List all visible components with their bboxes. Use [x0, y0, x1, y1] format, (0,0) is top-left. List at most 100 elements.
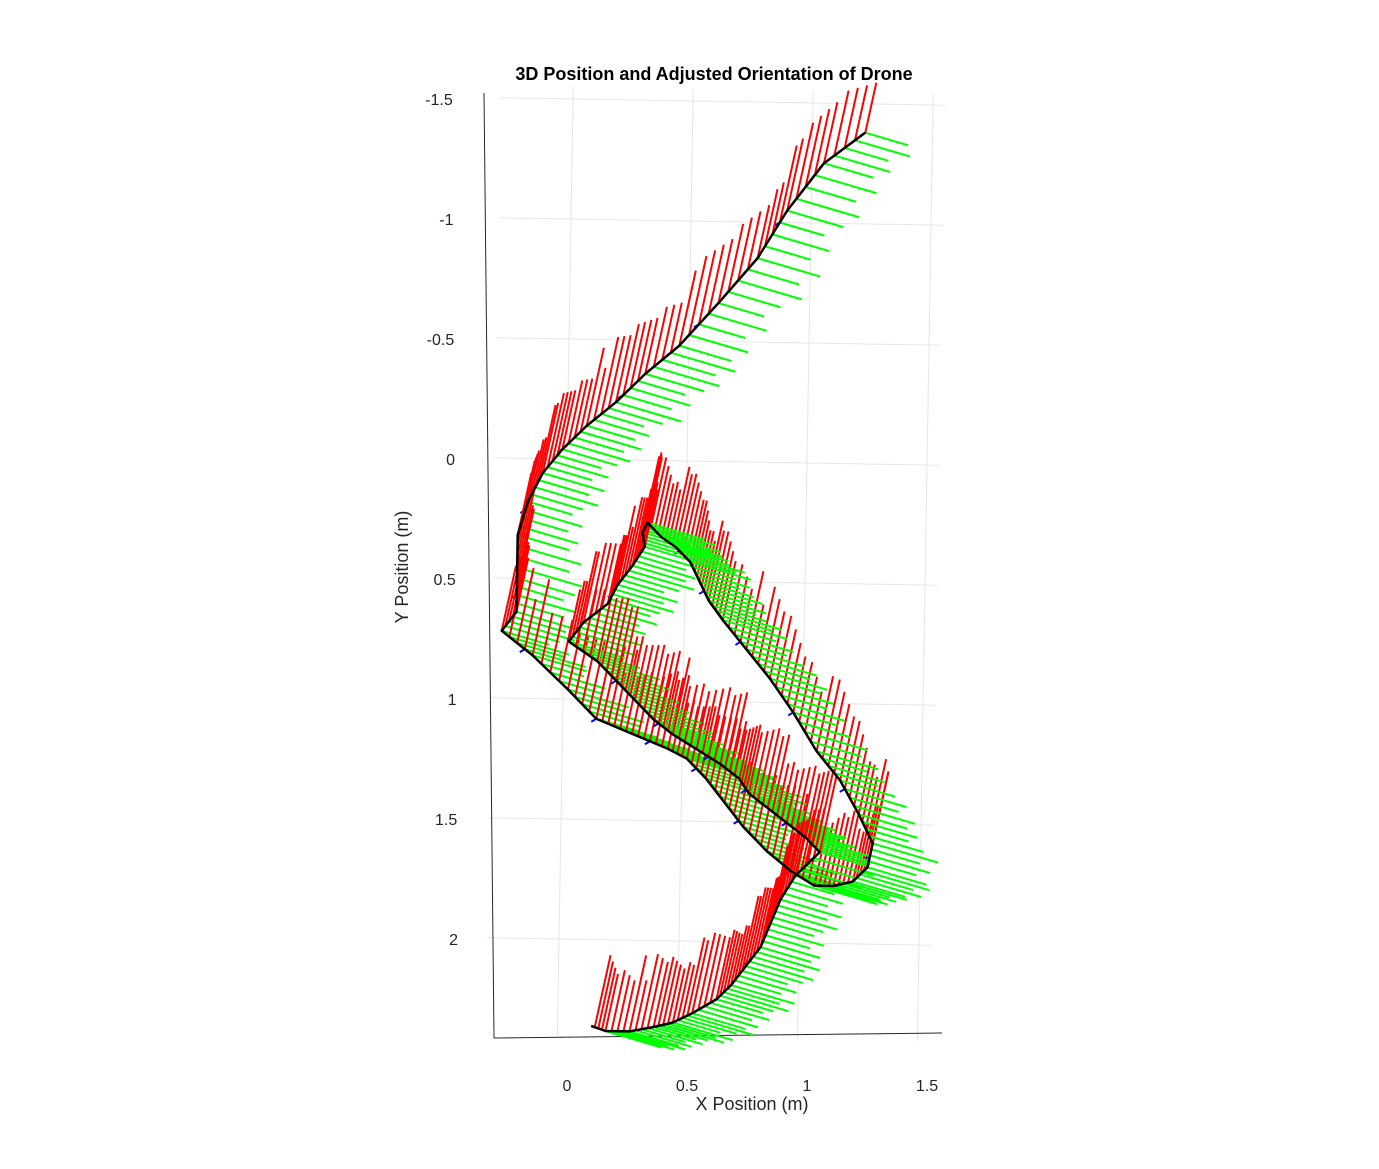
red-vector-197 — [614, 535, 629, 590]
red-vector-118 — [842, 804, 862, 884]
green-vector-135 — [844, 787, 907, 809]
red-vector-138 — [827, 691, 846, 767]
red-vector-33 — [579, 378, 594, 432]
green-vector-131 — [861, 820, 918, 839]
red-vector-13 — [746, 211, 762, 270]
red-vector-42 — [534, 437, 548, 488]
green-vector-160 — [708, 599, 757, 616]
red-vector-15 — [727, 223, 745, 293]
green-vector-89 — [691, 762, 751, 782]
green-vector-287 — [719, 994, 774, 1013]
green-vector-153 — [740, 640, 788, 657]
red-vector-253 — [790, 768, 806, 827]
red-vector-39 — [546, 392, 565, 468]
green-vector-231 — [690, 744, 747, 763]
green-vector-5 — [814, 174, 877, 195]
green-vector-298 — [662, 1023, 725, 1044]
red-vector-246 — [757, 729, 775, 801]
red-vector-10 — [771, 182, 785, 235]
red-vector-236 — [719, 694, 737, 765]
red-vector-165 — [696, 520, 711, 577]
red-vector-199 — [609, 534, 626, 600]
green-vector-269 — [777, 904, 828, 921]
green-vector-234 — [708, 755, 759, 773]
green-vector-282 — [738, 974, 797, 994]
green-vector-263 — [801, 868, 863, 889]
red-vector-177 — [657, 474, 673, 534]
red-vector-277 — [755, 887, 772, 953]
red-vector-273 — [767, 876, 781, 930]
red-vector-143 — [798, 661, 814, 723]
green-vector-143 — [798, 721, 851, 739]
red-vector-29 — [607, 335, 626, 409]
green-vector-225 — [658, 722, 707, 739]
green-vector-296 — [672, 1021, 733, 1042]
trajectory-line — [500, 131, 874, 1033]
green-vector-295 — [677, 1019, 721, 1034]
red-vector-217 — [619, 606, 640, 686]
grid-lines — [486, 86, 946, 1042]
green-vector-155 — [728, 626, 777, 643]
green-vector-148 — [769, 677, 822, 695]
green-vector-99 — [738, 819, 789, 837]
green-vector-256 — [805, 836, 871, 858]
red-vector-5 — [813, 108, 831, 176]
red-vector-192 — [631, 497, 649, 566]
green-vector-279 — [749, 960, 814, 982]
red-vector-276 — [759, 887, 775, 948]
green-vector-124 — [867, 866, 927, 886]
red-vector-297 — [667, 964, 682, 1024]
red-vector-288 — [715, 937, 732, 1000]
red-vector-3 — [833, 90, 850, 156]
green-vector-275 — [762, 940, 821, 959]
green-vector-133 — [853, 804, 916, 825]
green-vector-166 — [694, 570, 751, 589]
red-vector-41 — [538, 404, 557, 481]
green-vector-40 — [542, 472, 605, 493]
red-vector-218 — [624, 636, 639, 691]
green-vector-266 — [787, 886, 844, 905]
red-vector-64 — [531, 579, 551, 656]
green-vector-276 — [760, 946, 812, 963]
red-vector-200 — [606, 543, 622, 604]
red-vector-22 — [661, 304, 676, 360]
red-vector-36 — [561, 390, 577, 450]
green-vector-183 — [643, 528, 691, 545]
red-vector-231 — [689, 683, 706, 746]
red-vector-306 — [616, 974, 631, 1032]
red-vector-68 — [566, 632, 582, 690]
red-vector-238 — [728, 692, 749, 772]
red-vector-140 — [815, 676, 835, 752]
green-vector-36 — [562, 448, 618, 467]
green-vector-199 — [609, 598, 660, 615]
red-vector-226 — [662, 650, 682, 728]
green-vector-26 — [630, 387, 691, 407]
green-vector-42 — [535, 486, 599, 507]
green-vector-10 — [772, 233, 830, 253]
green-vector-6 — [805, 185, 857, 203]
red-vector-34 — [573, 379, 589, 438]
red-vector-40 — [541, 402, 560, 474]
red-vector-4 — [823, 101, 839, 164]
green-vector-11 — [764, 245, 811, 261]
red-vector-228 — [671, 657, 691, 735]
green-vector-174 — [668, 541, 714, 557]
green-vector-272 — [770, 922, 815, 938]
green-vector-283 — [734, 979, 782, 996]
green-vector-70 — [581, 703, 645, 724]
red-vector-267 — [783, 822, 801, 894]
green-vector-121 — [856, 876, 922, 898]
green-vector-45 — [525, 508, 583, 528]
grid-line-x-1 — [676, 88, 694, 1038]
green-vector-132 — [858, 813, 908, 830]
red-vector-31 — [593, 367, 607, 421]
red-vector-114 — [822, 817, 840, 887]
green-vector-19 — [688, 334, 749, 354]
green-vector-228 — [672, 733, 739, 755]
red-vector-250 — [776, 763, 790, 816]
red-vector-17 — [707, 244, 725, 314]
green-vector-161 — [706, 594, 767, 615]
red-vector-18 — [697, 250, 717, 325]
green-vector-267 — [783, 892, 829, 908]
green-vector-162 — [703, 589, 753, 607]
